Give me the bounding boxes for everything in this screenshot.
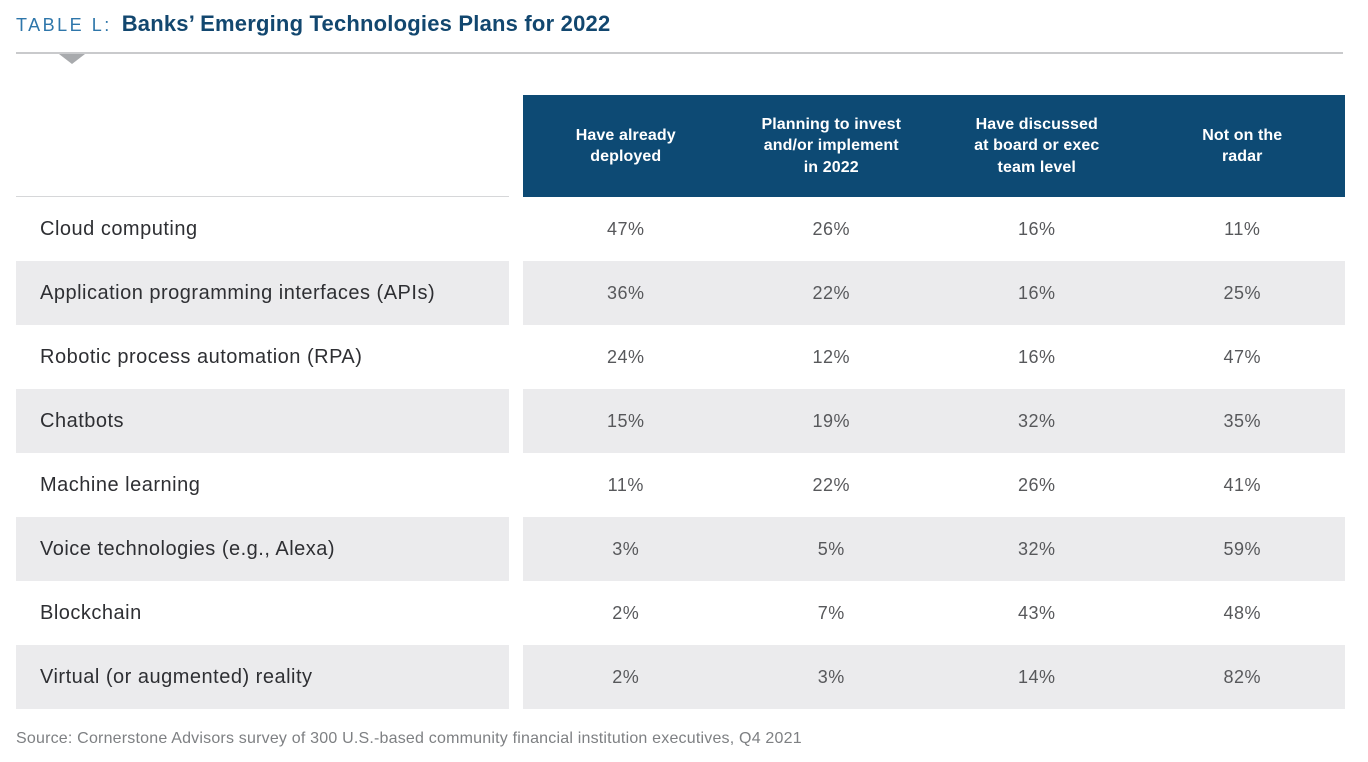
value-cell: 82% [1139,645,1345,709]
value-cell: 24% [606,346,645,367]
column-header-have-already-deployed: Have already deployed [523,95,729,197]
row-gap [509,325,523,389]
value-cell: 47% [606,218,645,239]
value-cell: 43% [1017,602,1056,623]
value-cell: 11% [1224,218,1261,239]
row-label-blockchain: Blockchain [40,601,142,624]
column-header-planning-to-invest: Planning to invest and/or implement in 2… [728,95,934,197]
header-spacer [16,95,509,197]
value-cell: 3% [523,517,729,581]
row-label-cloud-computing: Cloud computing [40,217,198,240]
row-gap [509,581,523,645]
column-header-have-discussed: Have discussed at board or exec team lev… [934,95,1140,197]
row-label-virtual-reality: Virtual (or augmented) reality [16,645,509,709]
row-gap [509,453,523,517]
value-cell: 22% [728,261,934,325]
value-cell: 26% [1017,474,1056,495]
value-cell: 2% [612,602,640,623]
row-gap [509,389,523,453]
row-label-chatbots: Chatbots [16,389,509,453]
row-label-machine-learning: Machine learning [40,473,201,496]
value-cell: 2% [523,645,729,709]
value-cell: 12% [812,346,851,367]
header-gap [509,95,523,197]
value-cell: 16% [934,261,1140,325]
row-gap [509,197,523,261]
figure-header: TABLE L: Banks’ Emerging Technologies Pl… [16,11,610,37]
value-cell: 41% [1223,474,1262,495]
row-label-apis: Application programming interfaces (APIs… [16,261,509,325]
source-note: Source: Cornerstone Advisors survey of 3… [16,730,802,747]
value-cell: 32% [934,389,1140,453]
value-cell: 16% [1017,346,1056,367]
value-cell: 35% [1139,389,1345,453]
value-cell: 19% [728,389,934,453]
emerging-technologies-table: Have already deployed Planning to invest… [16,95,1345,709]
value-cell: 47% [1223,346,1262,367]
row-label-voice-technologies: Voice technologies (e.g., Alexa) [16,517,509,581]
row-label-rpa: Robotic process automation (RPA) [40,345,363,368]
value-cell: 32% [934,517,1140,581]
row-gap [509,645,523,709]
value-cell: 14% [934,645,1140,709]
page-title: Banks’ Emerging Technologies Plans for 2… [121,11,611,36]
pointer-triangle-icon [59,54,85,64]
value-cell: 3% [728,645,934,709]
value-cell: 36% [523,261,729,325]
value-cell: 7% [817,602,845,623]
value-cell: 22% [812,474,851,495]
title-divider [16,52,1343,54]
value-cell: 59% [1139,517,1345,581]
value-cell: 11% [607,474,644,495]
value-cell: 5% [728,517,934,581]
column-header-not-on-radar: Not on the radar [1139,95,1345,197]
table-label: TABLE L: [16,15,112,35]
value-cell: 25% [1139,261,1345,325]
row-gap [509,517,523,581]
value-cell: 48% [1223,602,1262,623]
value-cell: 15% [523,389,729,453]
row-gap [509,261,523,325]
value-cell: 26% [812,218,851,239]
value-cell: 16% [1017,218,1056,239]
